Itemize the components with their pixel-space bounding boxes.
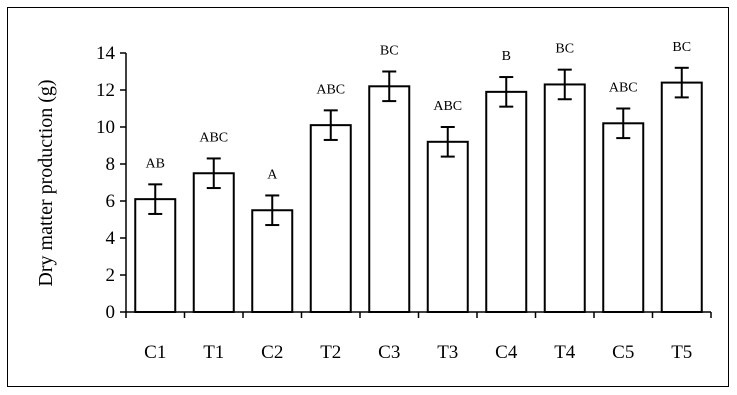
x-category-label: C4	[495, 342, 518, 363]
x-category-label: C2	[261, 342, 283, 363]
x-category-label: T3	[437, 342, 458, 363]
x-category-label: C1	[144, 342, 166, 363]
bar	[602, 122, 645, 313]
bar	[543, 83, 586, 313]
x-category-label: C3	[378, 342, 400, 363]
significance-label: BC	[672, 40, 691, 55]
y-tick-label: 0	[106, 302, 116, 323]
y-tick-label: 4	[106, 228, 116, 249]
significance-label: ABC	[199, 130, 228, 145]
bar	[134, 198, 177, 313]
y-tick-label: 2	[106, 265, 116, 286]
bar	[309, 124, 352, 314]
x-category-label: T4	[554, 342, 576, 363]
bar	[368, 85, 411, 313]
y-tick-label: 12	[96, 80, 115, 101]
significance-label: BC	[380, 44, 399, 59]
bar	[192, 172, 235, 313]
x-category-label: T5	[671, 342, 692, 363]
bar	[426, 140, 469, 313]
bar	[485, 90, 528, 313]
y-tick-label: 8	[106, 154, 116, 175]
significance-label: ABC	[433, 99, 462, 114]
y-axis-title: Dry matter production (g)	[35, 79, 57, 286]
significance-label: ABC	[316, 82, 345, 97]
x-category-label: T1	[203, 342, 224, 363]
bar	[660, 81, 703, 313]
significance-label: AB	[146, 156, 165, 171]
significance-label: B	[502, 49, 511, 64]
significance-label: ABC	[609, 81, 638, 96]
significance-label: BC	[555, 42, 574, 57]
y-tick-label: 10	[96, 117, 115, 138]
x-category-label: C5	[612, 342, 634, 363]
x-category-label: T2	[320, 342, 341, 363]
bar	[251, 209, 294, 313]
significance-label: A	[267, 167, 278, 182]
y-tick-label: 14	[96, 43, 116, 64]
plot-area: 0 2 4 6 8 10 12 14 AB C1 ABC T1 A C2 ABC T2 BC C3 ABC T3 B C4…	[96, 40, 712, 363]
y-tick-label: 6	[106, 191, 116, 212]
